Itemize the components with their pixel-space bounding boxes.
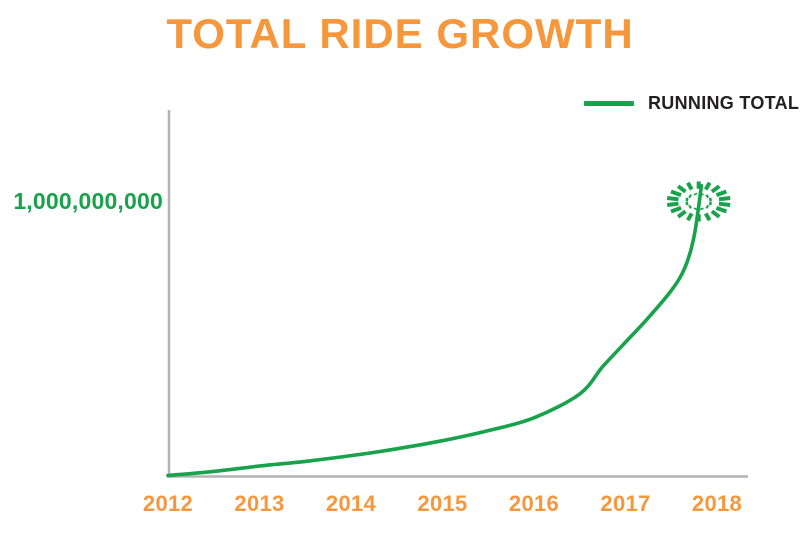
legend: RUNNING TOTAL — [584, 93, 799, 113]
y-axis-milestone-label: 1,000,000,000 — [13, 188, 163, 214]
x-tick-label: 2014 — [325, 491, 377, 516]
legend-label: RUNNING TOTAL — [648, 92, 800, 113]
x-tick-label: 2018 — [691, 491, 743, 516]
x-tick-label: 2015 — [417, 491, 468, 516]
legend-line-swatch — [584, 100, 634, 106]
x-tick-label: 2013 — [234, 491, 285, 516]
running-total-curve — [166, 184, 704, 478]
x-tick-label: 2016 — [508, 491, 560, 516]
x-tick-label: 2017 — [600, 491, 651, 516]
firework-burst — [666, 181, 731, 222]
x-tick-label: 2012 — [142, 491, 194, 516]
x-axis-tick-labels: 2012 2013 2014 2015 2016 2017 2018 — [0, 491, 800, 521]
page-title: TOTAL RIDE GROWTH — [166, 10, 634, 57]
